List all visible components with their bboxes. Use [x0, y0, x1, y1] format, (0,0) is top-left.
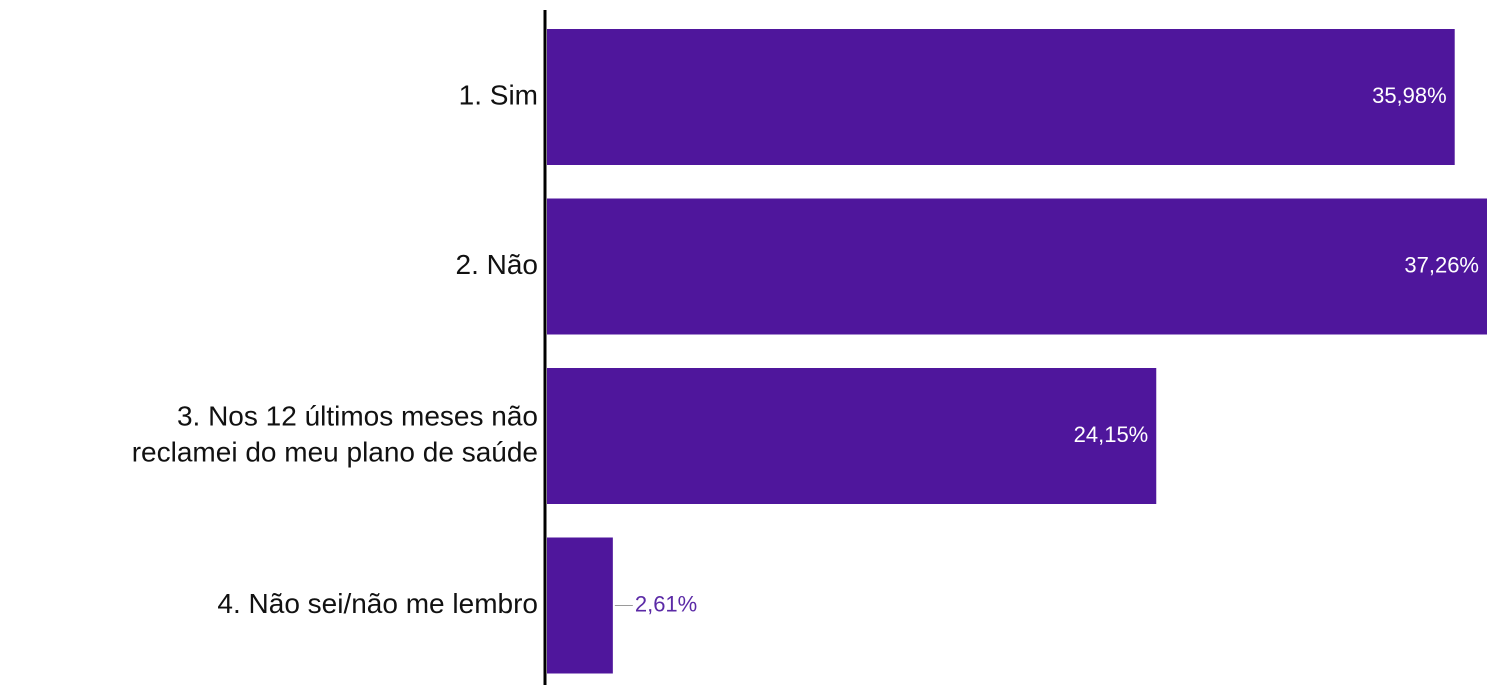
value-label-2: 37,26% — [1404, 252, 1479, 277]
category-label-3-line-1: 3. Nos 12 últimos meses não — [177, 400, 538, 431]
value-label-3: 24,15% — [1074, 422, 1149, 447]
bars-group — [547, 29, 1487, 674]
category-label-3-line-2: reclamei do meu plano de saúde — [132, 436, 538, 467]
category-label-2: 2. Não — [456, 249, 539, 280]
value-labels-group: 35,98% 37,26% 24,15% 2,61% — [614, 83, 1479, 616]
value-label-4: 2,61% — [635, 591, 697, 616]
bar-3 — [547, 368, 1157, 504]
bar-1 — [547, 29, 1455, 165]
bar-2 — [547, 198, 1487, 335]
value-label-1: 35,98% — [1372, 83, 1447, 108]
category-label-4: 4. Não sei/não me lembro — [217, 588, 538, 619]
category-label-1: 1. Sim — [459, 79, 538, 110]
bar-4 — [547, 537, 613, 674]
category-labels-group: 1. Sim 2. Não 3. Nos 12 últimos meses não r… — [132, 79, 538, 619]
